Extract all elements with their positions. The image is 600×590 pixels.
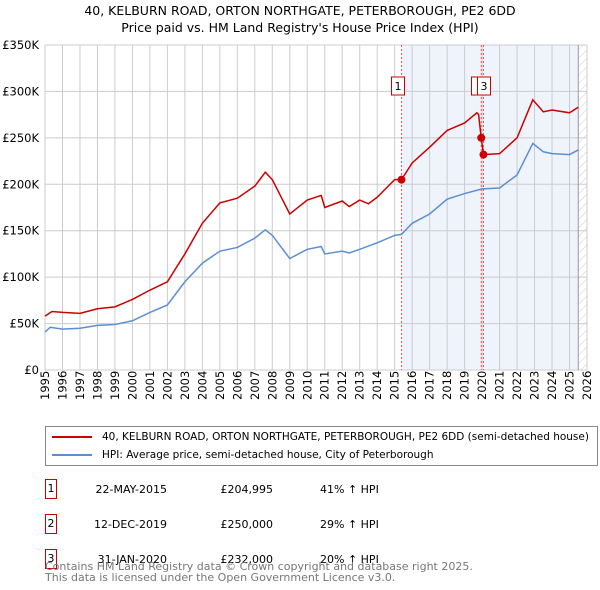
x-tick-label: 1998	[90, 371, 104, 400]
x-tick-label: 1997	[73, 371, 87, 400]
x-tick-label: 2023	[528, 371, 542, 400]
x-tick-label: 2012	[335, 371, 349, 400]
sale-point	[397, 175, 406, 184]
y-tick-label: £50K	[10, 317, 40, 331]
transaction-date: 22-MAY-2015	[95, 482, 167, 496]
footer-line-1: Contains HM Land Registry data © Crown c…	[45, 560, 473, 573]
transaction-price: £232,000	[220, 552, 274, 566]
transaction-hpi-change: 20% ↑ HPI	[320, 552, 379, 566]
series-line-1	[44, 142, 579, 333]
y-tick-label: £300K	[2, 84, 39, 98]
chart-title: 40, KELBURN ROAD, ORTON NORTHGATE, PETER…	[84, 3, 516, 18]
legend-swatch-hpi	[52, 454, 92, 456]
sale-label-box	[390, 76, 405, 96]
transaction-row: 1 22-MAY-2015 £204,995 41% ↑ HPI	[45, 478, 379, 500]
x-tick-label: 2006	[230, 371, 244, 400]
chart-subtitle: Price paid vs. HM Land Registry's House …	[121, 20, 479, 35]
x-tick-label: 2005	[213, 371, 227, 400]
x-tick-label: 2022	[510, 371, 524, 400]
x-tick-label: 2009	[283, 371, 297, 400]
x-tick-label: 2021	[493, 371, 507, 400]
x-tick-label: 2004	[195, 371, 209, 400]
y-tick-label: £150K	[2, 224, 39, 238]
x-tick-label: 1996	[55, 371, 69, 400]
x-tick-label: 2018	[440, 371, 454, 400]
legend-swatch-property	[52, 436, 92, 438]
shaded-period	[401, 45, 579, 370]
x-tick-label: 2016	[405, 371, 419, 400]
transaction-date: 31-JAN-2020	[97, 552, 167, 566]
transaction-date: 12-DEC-2019	[93, 517, 167, 531]
sale-label: 1	[394, 80, 401, 93]
transaction-badge: 3	[45, 549, 57, 569]
y-tick-label: £250K	[2, 131, 39, 145]
x-tick-label: 2010	[300, 371, 314, 400]
sale-point	[477, 133, 486, 142]
x-tick-label: 2011	[318, 371, 332, 400]
transaction-price: £250,000	[220, 517, 274, 531]
footer-line-2: This data is licensed under the Open Gov…	[45, 571, 396, 584]
x-tick-label: 2015	[388, 371, 402, 400]
x-tick-label: 2007	[248, 371, 262, 400]
transaction-price: £204,995	[220, 482, 274, 496]
transaction-row: 2 12-DEC-2019 £250,000 29% ↑ HPI	[45, 513, 379, 535]
sale-label-box	[476, 76, 491, 96]
future-hatch	[578, 45, 587, 370]
legend-label-property: 40, KELBURN ROAD, ORTON NORTHGATE, PETER…	[102, 431, 589, 443]
x-tick-label: 2001	[143, 371, 157, 400]
x-tick-label: 2000	[125, 371, 139, 400]
transaction-hpi-change: 41% ↑ HPI	[320, 482, 379, 496]
x-tick-label: 2008	[265, 371, 279, 400]
x-tick-label: 2017	[423, 371, 437, 400]
y-tick-label: £0	[24, 363, 39, 377]
sale-label: 3	[480, 80, 487, 93]
x-tick-label: 2013	[353, 371, 367, 400]
transaction-hpi-change: 29% ↑ HPI	[320, 517, 379, 531]
x-tick-label: 2019	[458, 371, 472, 400]
x-tick-label: 2003	[178, 371, 192, 400]
y-tick-label: £100K	[2, 270, 39, 284]
legend-label-hpi: HPI: Average price, semi-detached house,…	[102, 449, 434, 461]
x-tick-label: 2024	[545, 371, 559, 400]
transaction-row: 3 31-JAN-2020 £232,000 20% ↑ HPI	[45, 548, 379, 570]
transaction-badge: 2	[45, 514, 57, 534]
x-tick-label: 2026	[580, 371, 594, 400]
transaction-badge: 1	[45, 479, 57, 499]
chart-svg: 1995 1996 1997 1998 1999 2000 2001 2002 2003 2004…	[2, 38, 594, 400]
x-tick-label: 2020	[475, 371, 489, 400]
sale-point	[479, 150, 488, 159]
x-tick-label: 2014	[370, 371, 384, 400]
x-tick-label: 1995	[38, 371, 52, 400]
x-tick-label: 1999	[108, 371, 122, 400]
x-tick-label: 2002	[160, 371, 174, 400]
legend: 40, KELBURN ROAD, ORTON NORTHGATE, PETER…	[45, 426, 598, 466]
y-tick-label: £200K	[2, 177, 39, 191]
x-tick-label: 2025	[563, 371, 577, 400]
y-tick-label: £350K	[2, 38, 39, 52]
